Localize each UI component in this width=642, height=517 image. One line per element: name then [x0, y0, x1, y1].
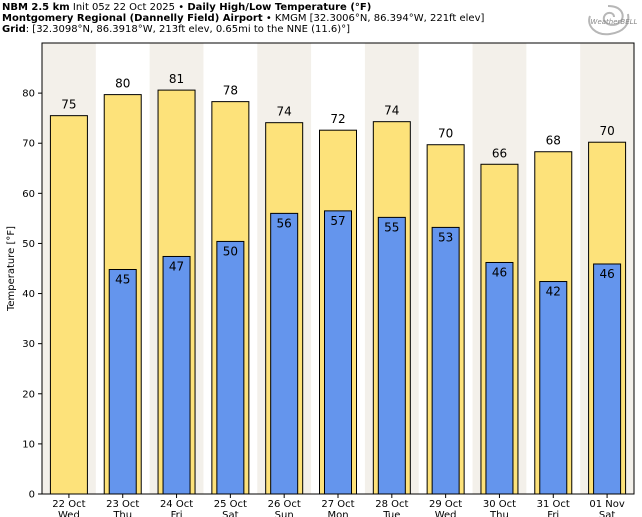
header-line-2: Montgomery Regional (Dannelly Field) Air…: [2, 13, 484, 25]
high-temp-label: 74: [384, 104, 399, 118]
x-tick-label-day: Fri: [171, 510, 183, 517]
x-tick-label-date: 22 Oct: [52, 499, 85, 510]
x-tick-label-date: 23 Oct: [106, 499, 139, 510]
low-temp-label: 57: [330, 214, 345, 228]
x-tick-label-date: 24 Oct: [160, 499, 193, 510]
init-time: Init 05z 22 Oct 2025: [72, 2, 176, 13]
model-name: NBM 2.5 km: [2, 2, 70, 13]
x-tick-label-date: 29 Oct: [429, 499, 462, 510]
station-name: Montgomery Regional (Dannelly Field) Air…: [2, 13, 263, 24]
high-temp-bar: [49, 115, 88, 495]
separator: •: [265, 13, 272, 24]
low-temp-label: 47: [169, 259, 184, 273]
x-tick-label-day: Thu: [112, 510, 132, 517]
x-tick-label-day: Wed: [435, 510, 457, 517]
y-tick-label: 70: [22, 139, 35, 150]
high-temp-label: 75: [61, 98, 76, 112]
header-line-1: NBM 2.5 km Init 05z 22 Oct 2025 • Daily …: [2, 2, 371, 14]
high-temp-label: 81: [169, 72, 184, 86]
separator: •: [178, 2, 185, 13]
low-temp-bar: [324, 210, 352, 495]
x-tick-label-date: 28 Oct: [375, 499, 408, 510]
low-temp-bar: [593, 263, 622, 495]
low-temp-label: 53: [438, 230, 453, 244]
y-tick-label: 10: [22, 439, 35, 450]
low-temp-label: 46: [599, 267, 614, 281]
low-temp-label: 50: [223, 244, 238, 258]
low-temp-label: 42: [546, 285, 561, 299]
x-tick-label-day: Wed: [58, 510, 80, 517]
y-tick-label: 30: [22, 339, 35, 350]
y-tick-label: 50: [22, 239, 35, 250]
low-temp-bar: [431, 226, 460, 495]
low-temp-bar: [377, 216, 406, 495]
high-temp-label: 72: [330, 112, 345, 126]
low-temp-bar: [270, 212, 299, 495]
y-tick-label: 20: [22, 389, 35, 400]
y-axis-label: Temperature [°F]: [6, 226, 17, 312]
y-tick-label: 0: [29, 490, 35, 501]
grid-label: Grid: [2, 24, 26, 35]
high-temp-label: 70: [599, 124, 614, 138]
low-temp-label: 46: [492, 265, 507, 279]
weatherbell-swirl-icon: [588, 5, 630, 36]
x-tick-label-date: 31 Oct: [537, 499, 570, 510]
y-tick-label: 60: [22, 189, 35, 200]
x-tick-label-day: Mon: [327, 510, 348, 517]
chart-bars: [49, 89, 627, 495]
x-tick-label-day: Fri: [547, 510, 559, 517]
station-info: KMGM [32.3006°N, 86.394°W, 221ft elev]: [274, 13, 485, 24]
x-tick-label-date: 26 Oct: [268, 499, 301, 510]
low-temp-bar: [162, 255, 191, 495]
x-tick-label-day: Tue: [382, 510, 400, 517]
bar-value-labels: 75 80 45 81 47 78 50 74 56 72 57 74 55 70 53 66 46 68 42 70…: [61, 72, 614, 298]
high-temp-label: 78: [223, 84, 238, 98]
y-tick-label: 40: [22, 289, 35, 300]
low-temp-bar: [216, 240, 245, 495]
low-temp-bar: [539, 281, 568, 495]
high-temp-label: 66: [492, 146, 507, 160]
x-tick-label-day: Sat: [222, 510, 238, 517]
x-tick-label-day: Sun: [275, 510, 294, 517]
x-tick-label-date: 01 Nov: [589, 499, 625, 510]
logo-text: WeatherBELL: [591, 18, 638, 26]
header-line-3: Grid: [32.3098°N, 86.3918°W, 213ft elev,…: [2, 24, 351, 35]
low-temp-bar: [108, 269, 137, 495]
x-tick-label-day: Sat: [599, 510, 615, 517]
x-tick-label-date: 27 Oct: [321, 499, 354, 510]
grid-info: [32.3098°N, 86.3918°W, 213ft elev, 0.65m…: [32, 24, 351, 35]
y-tick-label: 80: [22, 89, 35, 100]
high-temp-label: 70: [438, 127, 453, 141]
product-title: Daily High/Low Temperature (°F): [187, 2, 372, 13]
weatherbell-logo: WeatherBELL: [588, 5, 638, 36]
low-temp-bar: [485, 261, 514, 495]
x-tick-label-date: 30 Oct: [483, 499, 516, 510]
low-temp-label: 45: [115, 273, 130, 287]
high-temp-label: 68: [546, 134, 561, 148]
low-temp-label: 56: [277, 216, 292, 230]
high-temp-label: 74: [277, 105, 292, 119]
x-tick-label-date: 25 Oct: [214, 499, 247, 510]
high-temp-label: 80: [115, 77, 130, 91]
low-temp-label: 55: [384, 220, 399, 234]
x-tick-label-day: Thu: [489, 510, 509, 517]
